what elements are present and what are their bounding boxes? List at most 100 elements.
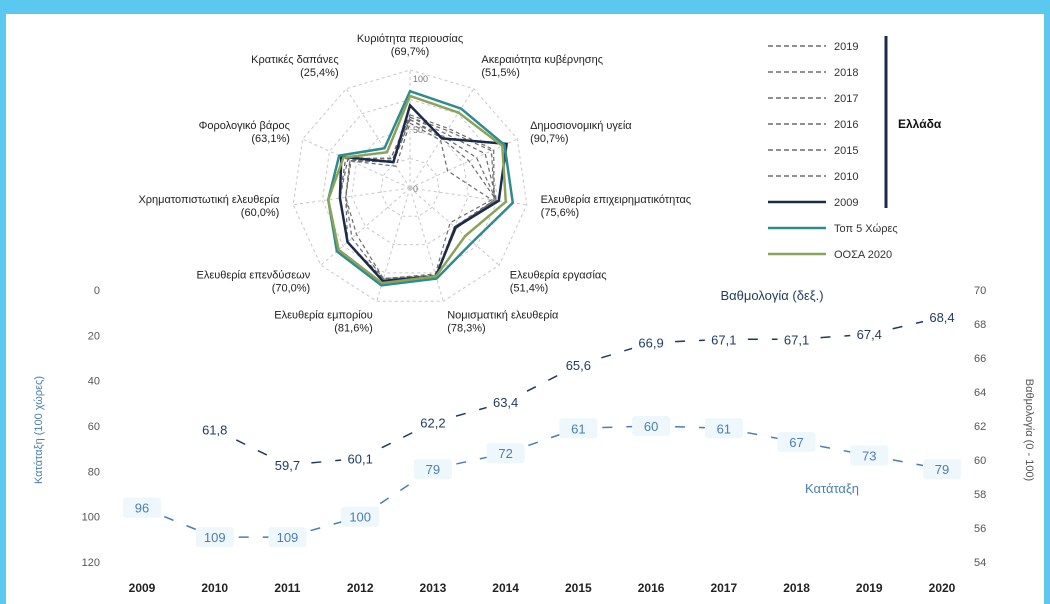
y-right-tick-label: 64 — [974, 387, 986, 399]
y-left-tick-label: 120 — [82, 557, 100, 569]
legend-entry-label: 2017 — [834, 93, 858, 105]
radar-ring-label: 100 — [413, 74, 428, 84]
legend-entry-label: 2010 — [834, 171, 858, 183]
radar-series-ΟΟΣΑ 2020 — [326, 94, 508, 285]
radar-axis-value-label: (60,0%) — [241, 207, 280, 219]
data-label-bg — [268, 455, 307, 476]
legend-entry-label: ΟΟΣΑ 2020 — [834, 249, 892, 261]
score-data-label: 61,8 — [202, 422, 227, 437]
radar-grid-ring — [292, 69, 528, 302]
data-label-bg — [923, 307, 961, 328]
radar-axis-label: Κυριότητα περιουσίας — [357, 33, 463, 45]
radar-axis-label: Ελευθερία επιχειρηματικότητας — [541, 194, 691, 206]
x-tick-label: 2010 — [201, 581, 228, 595]
radar-axis-value-label: (69,7%) — [391, 46, 430, 58]
radar-spoke — [302, 138, 411, 189]
data-label-bg — [341, 506, 380, 527]
data-label-bg — [777, 431, 816, 452]
score-data-label: 67,4 — [857, 327, 882, 342]
y-left-tick-label: 60 — [88, 421, 100, 433]
ranking-data-label: 109 — [277, 530, 299, 545]
radar-series-2016 — [345, 118, 498, 280]
radar-axis-label: Κρατικές δαπάνες — [251, 54, 338, 66]
radar-axis-value-label: (63,1%) — [251, 133, 290, 145]
y-left-tick-label: 80 — [88, 466, 100, 478]
x-tick-label: 2012 — [347, 581, 374, 595]
x-tick-label: 2016 — [638, 581, 665, 595]
radar-axis-value-label: (90,7%) — [530, 133, 569, 145]
radar-grid-ring — [351, 128, 469, 246]
ranking-data-label: 109 — [204, 530, 226, 545]
series-name-ranking: Κατάταξη — [805, 481, 859, 496]
y-right-tick-label: 58 — [974, 489, 986, 501]
y-right-tick-label: 62 — [974, 421, 986, 433]
ranking-data-label: 60 — [644, 419, 658, 434]
x-tick-label: 2014 — [492, 581, 519, 595]
radar-axis-label: Ελευθερία επενδύσεων — [197, 269, 311, 281]
radar-axis-label: Ελευθερία εργασίας — [510, 269, 607, 281]
score-data-label: 66,9 — [638, 336, 663, 351]
score-data-label: 65,6 — [566, 358, 591, 373]
data-label-bg — [632, 332, 671, 353]
radar-series-2010 — [345, 122, 493, 280]
radar-spoke — [320, 187, 411, 266]
y-left-tick-label: 40 — [88, 376, 100, 388]
y-right-tick-label: 54 — [974, 557, 986, 569]
radar-spoke — [409, 138, 518, 189]
score-data-label: 60,1 — [348, 451, 373, 466]
radar-axis-value-label: (75,6%) — [541, 207, 580, 219]
y-left-tick-label: 0 — [94, 285, 100, 297]
ranking-data-label: 96 — [135, 501, 149, 516]
ranking-data-label: 72 — [498, 446, 512, 461]
radar-ring-label: 0 — [413, 184, 418, 194]
legend-entry-label: 2009 — [834, 197, 858, 209]
radar-spoke — [345, 88, 411, 189]
y-right-tick-label: 68 — [974, 319, 986, 331]
data-label-bg — [704, 329, 743, 350]
x-tick-label: 2019 — [856, 581, 883, 595]
y-left-axis-label: Κατάταξη (100 χώρες) — [33, 376, 45, 484]
radar-spoke — [409, 187, 500, 266]
x-tick-label: 2015 — [565, 581, 592, 595]
radar-axis-label: Ελευθερία εμπορίου — [274, 310, 373, 322]
radar-axis-value-label: (51,5%) — [481, 67, 520, 79]
data-label-bg — [341, 448, 380, 469]
x-tick-label: 2013 — [420, 581, 447, 595]
score-data-label: 59,7 — [275, 458, 300, 473]
ranking-data-label: 79 — [935, 462, 949, 477]
radar-spoke — [409, 187, 444, 302]
radar-series-Τοπ 5 Χώρες — [326, 89, 515, 287]
score-data-label: 63,4 — [493, 395, 518, 410]
data-label-bg — [559, 354, 598, 375]
radar-series-2015 — [345, 118, 498, 280]
radar-axis-value-label: (51,4%) — [510, 282, 549, 294]
data-label-bg — [704, 418, 743, 439]
x-tick-label: 2011 — [274, 581, 300, 595]
y-left-tick-label: 20 — [88, 330, 100, 342]
y-right-tick-label: 70 — [974, 285, 986, 297]
radar-axis-label: Φορολογικό βάρος — [199, 120, 290, 132]
data-label-bg — [850, 324, 889, 345]
y-right-tick-label: 66 — [974, 353, 986, 365]
x-tick-label: 2018 — [783, 581, 810, 595]
radar-axis-label: Ακεραιότητα κυβέρνησης — [481, 54, 603, 66]
data-label-bg — [195, 527, 234, 548]
legend-entry-label: Τοπ 5 Χώρες — [834, 223, 898, 235]
data-label-bg — [632, 416, 671, 436]
legend-entry-label: 2016 — [834, 119, 858, 131]
data-label-bg — [486, 443, 525, 464]
x-tick-label: 2020 — [929, 581, 956, 595]
data-label-bg — [486, 392, 525, 413]
score-data-label: 67,1 — [784, 332, 809, 347]
x-tick-label: 2017 — [710, 581, 737, 595]
data-label-bg — [195, 419, 234, 440]
data-label-bg — [923, 459, 961, 480]
score-data-label: 67,1 — [711, 332, 736, 347]
radar-grid-ring — [380, 157, 440, 217]
score-data-label: 68,4 — [929, 310, 954, 325]
data-label-bg — [123, 497, 161, 518]
y-right-axis-label: Βαθμολογία (0 - 100) — [1023, 379, 1035, 481]
data-label-bg — [850, 445, 889, 466]
